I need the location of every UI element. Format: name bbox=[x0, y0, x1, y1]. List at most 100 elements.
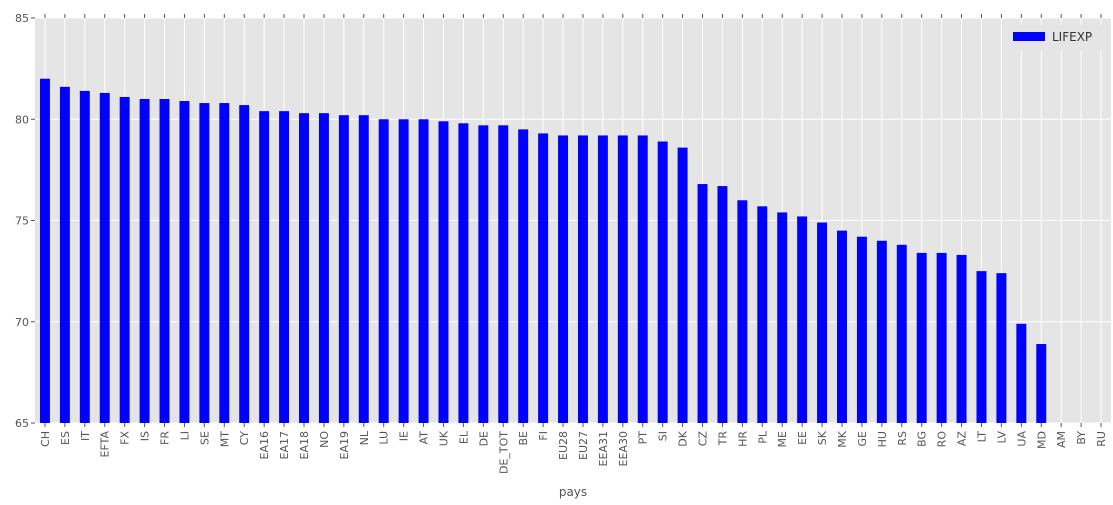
bar bbox=[558, 135, 569, 423]
x-tick-label: LI bbox=[178, 431, 191, 440]
legend-swatch bbox=[1013, 32, 1045, 41]
bar bbox=[956, 254, 967, 423]
bar bbox=[398, 119, 409, 423]
bar bbox=[179, 101, 190, 424]
bar bbox=[299, 113, 309, 424]
bar bbox=[916, 252, 927, 423]
x-tick-label: AT bbox=[418, 431, 431, 445]
x-axis-title: pays bbox=[559, 485, 587, 499]
legend: LIFEXP bbox=[1005, 25, 1105, 51]
bar bbox=[279, 111, 290, 424]
bar bbox=[856, 236, 867, 423]
bar bbox=[737, 200, 748, 423]
x-tick-label: EA16 bbox=[258, 431, 271, 459]
x-tick-label: MT bbox=[218, 431, 231, 447]
bar bbox=[159, 99, 170, 423]
x-tick-label: EU28 bbox=[557, 431, 570, 460]
x-tick-label: FI bbox=[537, 431, 550, 441]
x-tick-label: DK bbox=[677, 430, 690, 446]
x-tick-label: ES bbox=[59, 431, 72, 445]
bar bbox=[538, 133, 549, 424]
x-tick-label: RU bbox=[1095, 431, 1108, 447]
x-tick-label: PT bbox=[637, 431, 650, 445]
bar bbox=[239, 105, 250, 423]
x-tick-label: EA18 bbox=[298, 431, 311, 459]
x-tick-label: NL bbox=[358, 430, 371, 445]
y-axis-ticks: 65 70 75 80 85 bbox=[15, 12, 35, 430]
x-tick-label: HR bbox=[736, 431, 749, 447]
y-tick-label: 65 bbox=[15, 417, 29, 430]
x-tick-label: CY bbox=[238, 431, 251, 445]
bar bbox=[677, 147, 688, 423]
legend-label: LIFEXP bbox=[1052, 30, 1092, 44]
bar bbox=[936, 252, 947, 423]
x-tick-label: FX bbox=[119, 431, 132, 445]
x-axis-ticks: CH ES IT EFTA FX IS FR LI SE MT CY EA16 EA17 EA18 NO EA… bbox=[39, 14, 1108, 474]
bar bbox=[119, 96, 130, 423]
x-tick-label: EU27 bbox=[577, 431, 590, 460]
bar bbox=[199, 103, 210, 424]
x-tick-label: DE bbox=[477, 431, 490, 446]
bar bbox=[837, 230, 847, 423]
bar bbox=[597, 135, 608, 423]
y-tick-label: 85 bbox=[15, 12, 29, 25]
bar bbox=[876, 240, 887, 423]
x-tick-label: PL bbox=[756, 430, 769, 444]
x-tick-label: MK bbox=[836, 430, 849, 447]
bar bbox=[458, 123, 469, 424]
bar bbox=[259, 111, 270, 424]
bar bbox=[338, 115, 349, 423]
bar bbox=[757, 206, 768, 423]
bar bbox=[657, 141, 668, 423]
bar bbox=[79, 90, 90, 424]
bar bbox=[478, 125, 489, 423]
x-tick-label: EA19 bbox=[338, 431, 351, 459]
bar bbox=[219, 103, 230, 424]
bar bbox=[896, 244, 907, 423]
x-tick-label: GE bbox=[856, 431, 869, 447]
bar bbox=[498, 125, 509, 423]
x-tick-label: EE bbox=[796, 431, 809, 445]
x-tick-label: IE bbox=[398, 431, 411, 441]
x-tick-label: SI bbox=[657, 431, 670, 441]
bar bbox=[438, 121, 449, 424]
x-tick-label: EA17 bbox=[278, 431, 291, 459]
x-tick-label: EEA30 bbox=[617, 431, 630, 466]
x-tick-label: DE_TOT bbox=[497, 431, 510, 474]
x-tick-label: LV bbox=[995, 431, 1008, 444]
bar bbox=[777, 212, 788, 423]
bar bbox=[976, 271, 987, 423]
x-tick-label: MD bbox=[1035, 431, 1048, 449]
y-tick-label: 75 bbox=[15, 215, 29, 228]
bars bbox=[39, 78, 1047, 424]
x-tick-label: UK bbox=[437, 430, 450, 446]
bar bbox=[59, 86, 70, 423]
bar bbox=[817, 222, 828, 423]
x-tick-label: EEA31 bbox=[597, 431, 610, 466]
bar bbox=[418, 119, 429, 423]
bar bbox=[1036, 344, 1047, 423]
bar bbox=[518, 129, 529, 423]
bar bbox=[637, 135, 648, 423]
x-tick-label: HU bbox=[876, 431, 889, 447]
bar bbox=[1016, 323, 1027, 423]
x-tick-label: RO bbox=[936, 431, 949, 448]
bar bbox=[577, 135, 588, 423]
bar bbox=[318, 113, 329, 424]
x-tick-label: UA bbox=[1015, 431, 1028, 447]
bar bbox=[358, 115, 369, 423]
x-tick-label: IS bbox=[139, 431, 152, 441]
bar bbox=[697, 184, 708, 423]
x-tick-label: AM bbox=[1055, 431, 1068, 448]
x-tick-label: RS bbox=[896, 431, 909, 446]
x-tick-label: FR bbox=[159, 431, 172, 445]
x-tick-label: BE bbox=[517, 431, 530, 446]
x-tick-label: CH bbox=[39, 431, 52, 447]
x-tick-label: LU bbox=[378, 431, 391, 445]
bar bbox=[996, 273, 1007, 423]
x-tick-label: IT bbox=[79, 431, 92, 441]
x-tick-label: EFTA bbox=[99, 431, 112, 458]
x-tick-label: CZ bbox=[697, 431, 710, 447]
